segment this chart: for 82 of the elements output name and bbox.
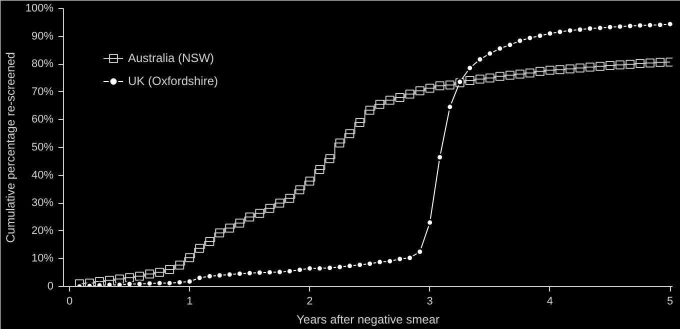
point (435, 81, 444, 90)
point (636, 59, 645, 68)
y-tick-label: 80% (31, 58, 54, 70)
y-tick-label: 60% (31, 114, 54, 126)
y-tick-label: 50% (31, 142, 54, 154)
point (375, 100, 384, 109)
point (275, 198, 284, 208)
point (495, 72, 504, 81)
point (95, 276, 104, 286)
y-tick-label: 90% (31, 30, 54, 42)
point (215, 228, 224, 238)
point (425, 84, 434, 93)
point (445, 80, 454, 90)
point (505, 70, 514, 80)
point (145, 269, 154, 278)
point (255, 208, 264, 218)
x-axis-title: Years after negative smear (296, 312, 440, 326)
point (315, 164, 324, 174)
point (465, 76, 474, 85)
x-tick-label: 0 (66, 296, 73, 308)
point (616, 60, 625, 70)
point (335, 138, 344, 148)
point (74, 279, 84, 286)
point (125, 273, 134, 282)
point (295, 185, 304, 194)
point (585, 62, 594, 72)
point (105, 276, 114, 285)
point (515, 70, 524, 79)
point (115, 274, 124, 284)
point (305, 176, 314, 186)
point (365, 106, 374, 115)
legend-label: UK (Oxfordshire) (128, 74, 218, 88)
point (606, 60, 615, 70)
point (175, 260, 184, 270)
point (525, 68, 534, 78)
x-tick-label: 2 (306, 296, 313, 308)
y-tick-label: 100% (25, 2, 54, 14)
y-tick-label: 0 (47, 280, 54, 292)
point (235, 218, 244, 228)
point (185, 253, 194, 262)
point (485, 74, 494, 82)
point (576, 63, 585, 72)
point (415, 86, 424, 96)
y-tick-label: 40% (31, 169, 54, 182)
point (626, 60, 635, 69)
x-tick-label: 5 (667, 296, 674, 308)
x-tick-label: 3 (426, 296, 433, 308)
point (136, 280, 144, 286)
point (325, 154, 334, 164)
point (566, 64, 575, 74)
point (85, 278, 94, 286)
point (225, 224, 234, 233)
y-tick-label: 30% (31, 197, 54, 210)
point (385, 96, 394, 105)
point (265, 204, 274, 213)
point (395, 92, 404, 102)
y-tick-label: 20% (31, 224, 54, 237)
point (135, 272, 144, 281)
point (195, 244, 204, 253)
point (285, 194, 294, 203)
x-tick-label: 4 (546, 296, 554, 308)
point (245, 212, 254, 222)
point (646, 58, 655, 68)
point (205, 236, 214, 246)
point (656, 58, 665, 67)
point (545, 66, 554, 75)
point (155, 268, 164, 277)
x-tick-label: 1 (186, 296, 193, 308)
legend-label: Australia (NSW) (128, 51, 214, 65)
point (345, 129, 354, 138)
point (405, 90, 414, 99)
y-tick-label: 10% (31, 252, 54, 265)
y-axis-title: Cumulative percentage re-screened (3, 52, 18, 243)
point (126, 280, 134, 286)
point (165, 265, 174, 274)
point (466, 64, 474, 72)
point (475, 74, 484, 84)
point (355, 118, 364, 127)
point (555, 65, 564, 74)
y-tick-label: 70% (31, 86, 54, 98)
point (536, 66, 545, 76)
point (596, 62, 605, 71)
